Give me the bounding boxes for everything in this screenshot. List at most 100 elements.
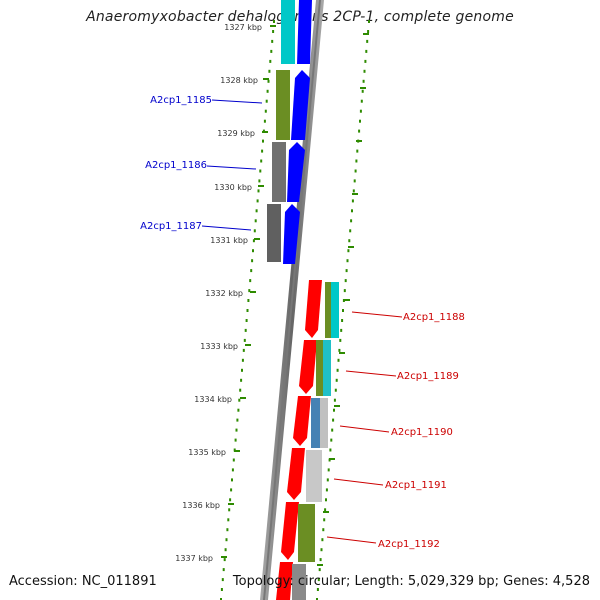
ruler-dot xyxy=(272,30,275,33)
ruler-dot xyxy=(349,229,352,233)
ruler-dot xyxy=(227,518,230,522)
ruler-dot xyxy=(246,309,249,312)
ruler-dot xyxy=(316,598,318,600)
ruler-dot xyxy=(257,189,260,193)
ruler-dot xyxy=(223,558,226,562)
accession-text: Accession: NC_011891 xyxy=(9,574,157,589)
ruler-dot xyxy=(252,239,255,243)
gene-block-gray[interactable] xyxy=(292,564,306,600)
ruler-dot xyxy=(225,538,228,542)
ruler-dot xyxy=(256,199,259,203)
ruler-label: 1329 kbp xyxy=(217,129,255,138)
ruler-label: 1335 kbp xyxy=(188,448,226,457)
ruler-right-ticks xyxy=(317,33,369,566)
ruler-dot xyxy=(350,219,353,223)
ruler-dot xyxy=(344,279,347,283)
ruler-dot xyxy=(249,279,252,283)
ruler-dots-right xyxy=(316,20,370,600)
gene-label[interactable]: A2cp1_1189 xyxy=(397,371,459,382)
ruler-dot xyxy=(229,498,232,502)
gene-block-gray[interactable] xyxy=(272,142,286,202)
ruler-dot xyxy=(335,378,338,382)
ruler-dot xyxy=(339,338,342,342)
ruler-dot xyxy=(329,448,332,452)
gene-arrow-red[interactable] xyxy=(299,340,317,394)
gene-arrow-blue[interactable] xyxy=(287,142,305,202)
ruler-dot xyxy=(341,319,344,322)
gene-arrow-red[interactable] xyxy=(293,396,311,446)
ruler-dot xyxy=(319,558,322,562)
ruler-dot xyxy=(365,49,368,53)
ruler-dot xyxy=(221,578,224,582)
gene-block-gray[interactable] xyxy=(267,204,281,262)
ruler-dot xyxy=(262,139,264,143)
ruler-dot xyxy=(266,89,269,93)
gene-arrow-red[interactable] xyxy=(276,562,293,600)
gene-block-olive[interactable] xyxy=(298,504,315,562)
gene-leader-line xyxy=(333,478,384,486)
gene-block-light-gray[interactable] xyxy=(320,398,328,448)
ruler-dot xyxy=(254,219,257,223)
ruler-dot xyxy=(321,538,324,542)
gene-block-olive[interactable] xyxy=(316,340,323,396)
ruler-dot xyxy=(332,418,335,422)
ruler-dot xyxy=(356,149,359,153)
ruler-dot xyxy=(368,20,370,23)
gene-block-cyan[interactable] xyxy=(331,282,339,338)
ruler-dot xyxy=(242,348,245,352)
gene-block-cyan[interactable] xyxy=(322,340,331,396)
gene-block-olive[interactable] xyxy=(276,70,290,140)
gene-block-light-gray[interactable] xyxy=(306,450,322,502)
ruler-dot xyxy=(235,428,238,432)
ruler-dot xyxy=(260,159,263,163)
forward-gene-labels: A2cp1_1185 A2cp1_1186 A2cp1_1187 xyxy=(140,95,263,232)
ruler-dots-left xyxy=(220,20,275,600)
gene-label[interactable]: A2cp1_1185 xyxy=(150,95,212,106)
ruler-dot xyxy=(345,269,348,273)
ruler-dot xyxy=(263,119,266,123)
gene-arrow-red[interactable] xyxy=(287,448,305,500)
ruler-dot xyxy=(320,548,323,552)
gene-block-cyan[interactable] xyxy=(281,0,295,64)
gene-block-olive[interactable] xyxy=(325,282,331,338)
ruler-dot xyxy=(236,418,239,422)
gene-arrow-blue[interactable] xyxy=(283,204,300,264)
gene-block-steel[interactable] xyxy=(311,398,320,448)
ruler-dot xyxy=(360,99,363,103)
forward-track-genes xyxy=(283,0,312,264)
gene-label[interactable]: A2cp1_1188 xyxy=(403,312,465,323)
ruler-dot xyxy=(237,408,240,412)
ruler-dot xyxy=(222,568,225,572)
gene-arrow-blue[interactable] xyxy=(297,0,312,64)
gene-label[interactable]: A2cp1_1191 xyxy=(385,480,447,491)
ruler-dot xyxy=(343,289,346,293)
ruler-dot xyxy=(234,438,237,442)
ruler-dot xyxy=(334,388,337,392)
ruler-dot xyxy=(367,30,370,33)
ruler-dot xyxy=(240,378,243,382)
ruler-label: 1337 kbp xyxy=(175,554,213,563)
ruler-dot xyxy=(337,358,340,362)
ruler-dot xyxy=(317,578,320,582)
gene-arrow-blue[interactable] xyxy=(291,70,310,140)
gene-arrow-red[interactable] xyxy=(305,280,322,338)
topology-text: Topology: circular; Length: 5,029,329 bp… xyxy=(232,574,590,589)
ruler-dot xyxy=(239,388,242,392)
reverse-track-genes xyxy=(276,280,322,600)
ruler-dot xyxy=(248,289,251,293)
gene-label[interactable]: A2cp1_1187 xyxy=(140,221,202,232)
ruler-dot xyxy=(269,59,272,63)
ruler-dot xyxy=(265,99,268,103)
genome-backbone-inner xyxy=(263,0,321,600)
ruler-dot xyxy=(351,209,353,213)
ruler-dot xyxy=(352,189,355,193)
ruler-dot xyxy=(364,59,367,63)
gene-label[interactable]: A2cp1_1186 xyxy=(145,160,207,171)
gene-arrow-red[interactable] xyxy=(281,502,299,560)
gene-label[interactable]: A2cp1_1192 xyxy=(378,539,440,550)
gene-label[interactable]: A2cp1_1190 xyxy=(391,427,453,438)
gene-leader-line xyxy=(211,99,263,104)
ruler-dot xyxy=(355,159,358,163)
ruler-dot xyxy=(325,498,327,502)
